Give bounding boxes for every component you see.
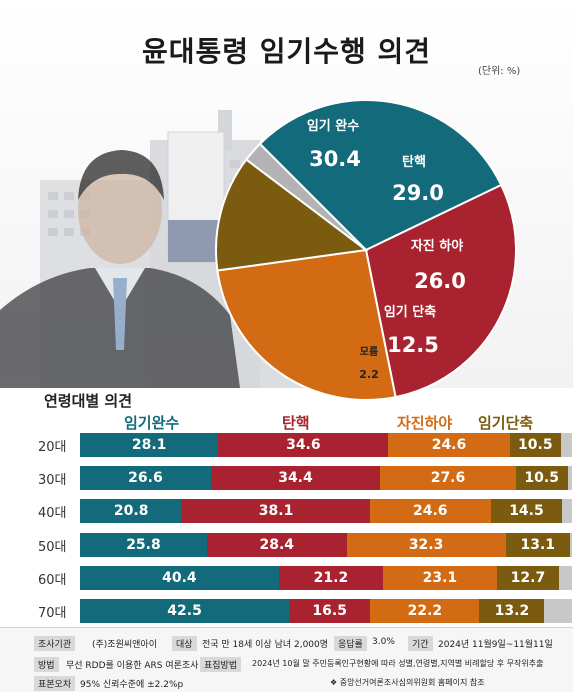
bar-segment: 16.5 [289, 599, 371, 623]
bar-row-label: 40대 [38, 506, 67, 521]
legend-resign: 자진하야 [397, 414, 453, 432]
bar-row: 30대 26.6 34.4 27.6 10.5 [38, 466, 572, 490]
bar-row: 70대 42.5 16.5 22.2 13.2 [38, 599, 572, 623]
legend-impeach: 탄핵 [282, 414, 310, 432]
pie-chart: 임기 완수 30.4 탄핵 29.0 자진 하야 26.0 임기 단축 12.5 모름 2.2 [215, 99, 517, 400]
legend-complete: 임기완수 [124, 414, 180, 432]
bar-segment: 14.5 [490, 499, 563, 523]
bar-segment: 20.8 [80, 499, 183, 523]
bar-segment: 24.6 [369, 499, 491, 523]
bar-segment: 13.1 [505, 533, 570, 557]
bar-segment: 10.5 [509, 433, 562, 457]
bar-segment: 26.6 [80, 466, 211, 490]
rate-tag: 응답률 [334, 636, 367, 651]
target-value: 전국 만 18세 이상 남녀 2,000명 [202, 640, 329, 650]
bar-segment: 12.7 [496, 566, 560, 590]
bar-row: 20대 28.1 34.6 24.6 10.5 [38, 433, 572, 457]
bar-row-label: 70대 [38, 606, 67, 621]
stacked-bar: 28.1 34.6 24.6 10.5 [80, 433, 572, 457]
bar-segment: 32.3 [346, 533, 506, 557]
pie-label-3: 임기 단축 [384, 304, 436, 320]
pie-chart-svg: 임기 완수 30.4 탄핵 29.0 자진 하야 26.0 임기 단축 12.5 모름 2.2 [215, 99, 517, 400]
bar-segment: 24.6 [388, 433, 510, 457]
bar-segment: 27.6 [380, 466, 516, 490]
bar-segment: 10.5 [515, 466, 568, 490]
bar-segment: 13.2 [479, 599, 545, 623]
bar-segment: 22.2 [370, 599, 480, 623]
bar-segment: 42.5 [80, 599, 290, 623]
unit-note: (단위: %) [478, 66, 521, 77]
method-value: 무선 RDD를 이용한 ARS 여론조사 [66, 661, 199, 671]
bar-row: 40대 20.8 38.1 24.6 14.5 [38, 499, 572, 523]
pie-value-2: 26.0 [414, 269, 466, 293]
bar-segment: 25.8 [80, 533, 207, 557]
org-value: (주)조원씨앤아이 [92, 640, 157, 650]
page-title: 윤대통령 임기수행 의견 [141, 35, 432, 68]
sampling-tag: 표집방법 [200, 657, 242, 672]
pie-value-4: 2.2 [359, 368, 379, 381]
pie-value-0: 30.4 [309, 147, 361, 171]
bar-segment: 38.1 [182, 499, 370, 523]
bar-segment: 21.2 [278, 566, 384, 590]
bar-segment: 34.6 [218, 433, 389, 457]
period-value: 2024년 11월9일~11월11일 [438, 640, 553, 650]
method-tag: 방법 [34, 657, 59, 672]
sampling-value: 2024년 10월 말 주민등록인구현황에 따라 성별,연령별,지역별 비례할당… [252, 659, 544, 668]
pie-slice-3 [215, 158, 369, 272]
source-note: ❖ 중앙선거여론조사심의위원회 홈페이지 참조 [330, 678, 485, 687]
bar-row: 50대 25.8 28.4 32.3 13.1 [38, 533, 572, 557]
bar-segment: 40.4 [80, 566, 279, 590]
target-tag: 대상 [172, 636, 197, 651]
org-tag: 조사기관 [34, 636, 76, 651]
bar-row-label: 50대 [38, 540, 67, 555]
pie-slice-2 [216, 248, 397, 400]
pie-label-1: 탄핵 [402, 154, 426, 170]
bar-row-label: 60대 [38, 573, 67, 588]
legend-shorten: 임기단축 [478, 414, 534, 432]
error-value: 95% 신뢰수준에 ±2.2%p [80, 680, 184, 690]
pie-value-1: 29.0 [392, 181, 444, 205]
pie-label-4: 모름 [360, 346, 378, 358]
pie-slice-0 [258, 99, 503, 252]
stacked-bar: 42.5 16.5 22.2 13.2 [80, 599, 572, 623]
pie-slice-4 [244, 142, 367, 251]
stacked-bar: 25.8 28.4 32.3 13.1 [80, 533, 572, 557]
pie-slice-1 [364, 183, 517, 399]
survey-footer: 조사기관 (주)조원씨앤아이 대상 전국 만 18세 이상 남녀 2,000명 … [0, 627, 573, 692]
pie-label-2: 자진 하야 [411, 238, 463, 254]
stacked-bar: 26.6 34.4 27.6 10.5 [80, 466, 572, 490]
bar-segment: 23.1 [383, 566, 497, 590]
rate-value: 3.0% [372, 637, 395, 647]
stacked-bar: 40.4 21.2 23.1 12.7 [80, 566, 572, 590]
age-section-title: 연령대별 의견 [44, 392, 133, 410]
stacked-bar: 20.8 38.1 24.6 14.5 [80, 499, 572, 523]
bar-row: 60대 40.4 21.2 23.1 12.7 [38, 566, 572, 590]
error-tag: 표본오차 [34, 676, 76, 691]
bar-segment: 34.4 [210, 466, 381, 490]
pie-value-3: 12.5 [387, 333, 439, 357]
bar-row-label: 30대 [38, 473, 67, 488]
period-tag: 기간 [408, 636, 433, 651]
pie-label-0: 임기 완수 [307, 119, 359, 134]
bar-segment: 28.4 [206, 533, 347, 557]
bar-segment: 28.1 [80, 433, 219, 457]
bar-row-label: 20대 [38, 440, 67, 455]
